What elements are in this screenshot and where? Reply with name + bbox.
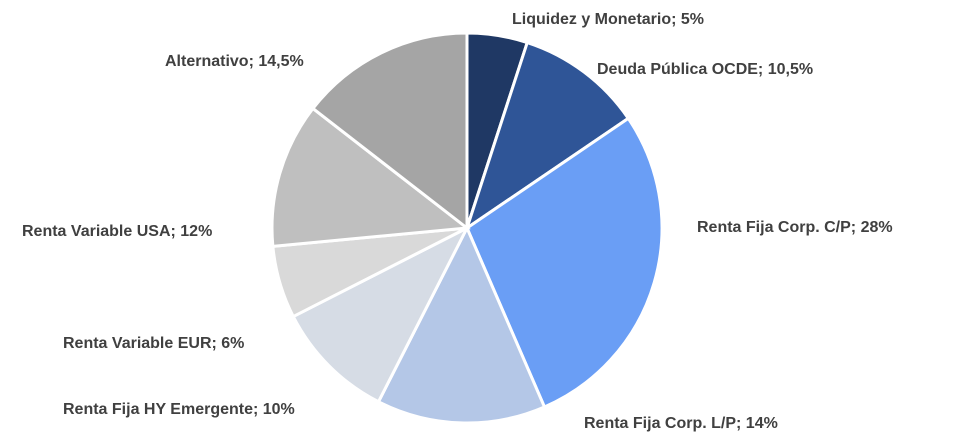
slice-label: Deuda Pública OCDE; 10,5% xyxy=(597,61,813,78)
slice-label: Renta Variable USA; 12% xyxy=(22,223,212,240)
slice-label: Renta Fija HY Emergente; 10% xyxy=(63,401,295,418)
pie-slice xyxy=(270,106,471,248)
slice-label: Alternativo; 14,5% xyxy=(165,53,304,70)
pie-slice xyxy=(291,224,471,404)
pie-slice xyxy=(376,224,547,425)
slice-label: Liquidez y Monetario; 5% xyxy=(512,11,704,28)
slice-label: Renta Variable EUR; 6% xyxy=(63,335,244,352)
slice-label: Renta Fija Corp. C/P; 28% xyxy=(697,219,893,236)
pie-slice xyxy=(465,116,664,409)
slice-label: Renta Fija Corp. L/P; 14% xyxy=(584,415,778,432)
pie-slice xyxy=(464,40,631,232)
pie-slice xyxy=(310,31,469,232)
